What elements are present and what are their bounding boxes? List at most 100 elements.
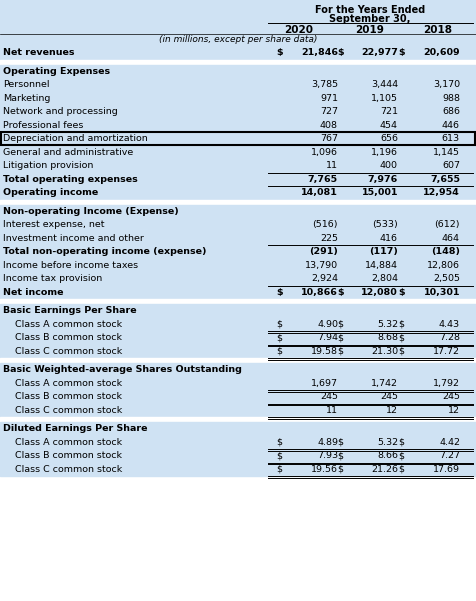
Text: $: $: [337, 48, 344, 57]
Text: For the Years Ended: For the Years Ended: [315, 5, 425, 15]
Text: 245: 245: [442, 392, 460, 401]
Text: 12,080: 12,080: [361, 288, 398, 297]
Text: 4.43: 4.43: [439, 320, 460, 329]
Text: Network and processing: Network and processing: [3, 107, 118, 116]
Bar: [0, 258, 476, 272]
Text: 10,866: 10,866: [301, 288, 338, 297]
Text: 607: 607: [442, 161, 460, 170]
Bar: [0, 46, 476, 59]
Text: $: $: [276, 48, 283, 57]
Bar: [0, 105, 476, 118]
Text: $: $: [276, 347, 282, 356]
Bar: [0, 449, 476, 463]
Bar: [0, 159, 476, 172]
Text: 8.68: 8.68: [377, 333, 398, 342]
Text: 5.32: 5.32: [377, 438, 398, 447]
Text: $: $: [398, 333, 404, 342]
Bar: [0, 299, 476, 304]
Text: Depreciation and amortization: Depreciation and amortization: [3, 134, 148, 143]
Bar: [0, 317, 476, 331]
Bar: [0, 78, 476, 91]
Text: $: $: [398, 320, 404, 329]
Text: 12,806: 12,806: [427, 261, 460, 270]
Text: $: $: [337, 451, 343, 460]
Text: 1,697: 1,697: [311, 379, 338, 388]
Text: 1,096: 1,096: [311, 148, 338, 157]
Text: Operating Expenses: Operating Expenses: [3, 67, 110, 76]
Bar: [0, 344, 476, 358]
Text: $: $: [276, 288, 283, 297]
Text: Personnel: Personnel: [3, 81, 50, 90]
Text: 245: 245: [380, 392, 398, 401]
Text: 8.66: 8.66: [377, 451, 398, 460]
Bar: [1, 132, 475, 145]
Text: 7.28: 7.28: [439, 333, 460, 342]
Text: $: $: [337, 347, 343, 356]
Text: $: $: [337, 465, 343, 474]
Text: 3,170: 3,170: [433, 81, 460, 90]
Text: 7,655: 7,655: [430, 175, 460, 184]
Text: $: $: [337, 438, 343, 447]
Text: 225: 225: [320, 234, 338, 243]
Text: 4.89: 4.89: [317, 438, 338, 447]
Text: 613: 613: [442, 134, 460, 143]
Text: 22,977: 22,977: [361, 48, 398, 57]
Text: 11: 11: [326, 406, 338, 415]
Text: Net income: Net income: [3, 288, 63, 297]
Bar: [0, 64, 476, 78]
Text: General and administrative: General and administrative: [3, 148, 133, 157]
Text: 12,954: 12,954: [423, 188, 460, 197]
Text: 454: 454: [380, 121, 398, 130]
Text: $: $: [276, 333, 282, 342]
Text: 721: 721: [380, 107, 398, 116]
Text: 1,105: 1,105: [371, 94, 398, 103]
Text: Class C common stock: Class C common stock: [15, 465, 122, 474]
Bar: [0, 200, 476, 204]
Text: 7.27: 7.27: [439, 451, 460, 460]
Bar: [0, 186, 476, 200]
Text: (533): (533): [372, 220, 398, 229]
Text: (117): (117): [369, 247, 398, 256]
Text: Class C common stock: Class C common stock: [15, 406, 122, 415]
Text: 416: 416: [380, 234, 398, 243]
Text: Basic Earnings Per Share: Basic Earnings Per Share: [3, 307, 137, 316]
Text: Diluted Earnings Per Share: Diluted Earnings Per Share: [3, 424, 148, 433]
Text: $: $: [398, 451, 404, 460]
Text: 1,196: 1,196: [371, 148, 398, 157]
Text: 3,444: 3,444: [371, 81, 398, 90]
Text: $: $: [398, 465, 404, 474]
Text: 21,846: 21,846: [301, 48, 338, 57]
Text: 4.42: 4.42: [439, 438, 460, 447]
Text: 7.94: 7.94: [317, 333, 338, 342]
Text: 2,924: 2,924: [311, 274, 338, 283]
Bar: [0, 436, 476, 449]
Text: Class A common stock: Class A common stock: [15, 320, 122, 329]
Text: Investment income and other: Investment income and other: [3, 234, 144, 243]
Text: 21.30: 21.30: [371, 347, 398, 356]
Text: Total non-operating income (expense): Total non-operating income (expense): [3, 247, 207, 256]
Text: Class A common stock: Class A common stock: [15, 438, 122, 447]
Bar: [0, 59, 476, 64]
Text: 5.32: 5.32: [377, 320, 398, 329]
Text: Class C common stock: Class C common stock: [15, 347, 122, 356]
Text: 1,145: 1,145: [433, 148, 460, 157]
Text: Interest expense, net: Interest expense, net: [3, 220, 105, 229]
Text: 19.58: 19.58: [311, 347, 338, 356]
Bar: [0, 463, 476, 476]
Bar: [0, 172, 476, 186]
Bar: [0, 132, 476, 145]
Text: 464: 464: [442, 234, 460, 243]
Text: $: $: [276, 320, 282, 329]
Bar: [0, 304, 476, 317]
Text: (291): (291): [309, 247, 338, 256]
Text: September 30,: September 30,: [329, 14, 411, 24]
Text: 988: 988: [442, 94, 460, 103]
Bar: [0, 118, 476, 132]
Bar: [0, 145, 476, 159]
Text: 10,301: 10,301: [424, 288, 460, 297]
Text: Professional fees: Professional fees: [3, 121, 83, 130]
Text: 15,001: 15,001: [361, 188, 398, 197]
Text: 21.26: 21.26: [371, 465, 398, 474]
Text: 7,765: 7,765: [308, 175, 338, 184]
Text: $: $: [398, 438, 404, 447]
